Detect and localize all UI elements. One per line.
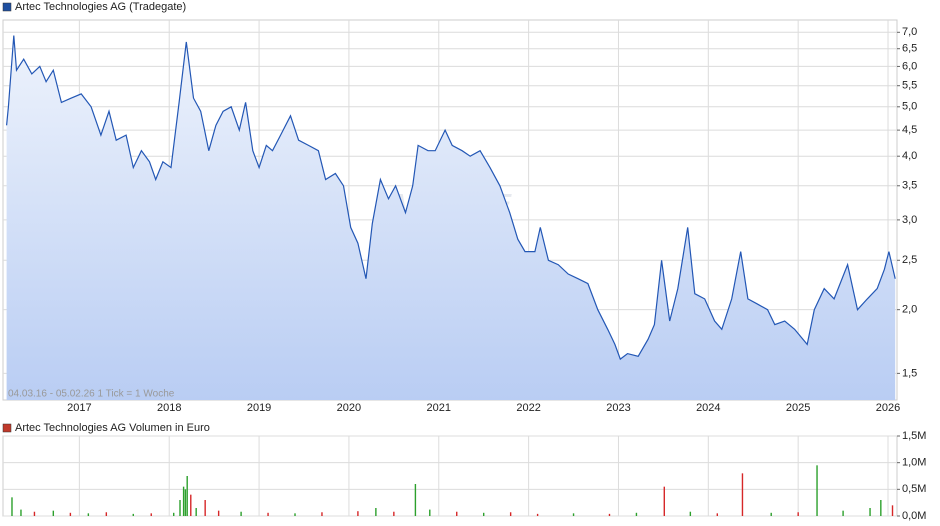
x-tick-label: 2023 bbox=[606, 402, 630, 414]
volume-bar bbox=[195, 508, 197, 516]
volume-bar bbox=[716, 513, 719, 516]
volume-bar bbox=[891, 505, 894, 516]
volume-bar bbox=[869, 508, 871, 516]
volume-bar bbox=[689, 511, 692, 516]
x-tick-label: 2020 bbox=[337, 402, 361, 414]
volume-bar bbox=[482, 512, 485, 516]
y-tick-label: 0,0M bbox=[902, 510, 926, 522]
y-tick-label: 7,0 bbox=[902, 26, 917, 38]
volume-bar bbox=[880, 500, 882, 516]
legend-label: Artec Technologies AG (Tradegate) bbox=[15, 1, 186, 13]
y-tick-label: 1,5M bbox=[902, 430, 926, 442]
volume-bar bbox=[393, 511, 395, 516]
y-tick-label: 4,5 bbox=[902, 124, 917, 136]
volume-bar bbox=[414, 484, 417, 516]
volume-bar bbox=[204, 500, 206, 516]
volume-bar bbox=[456, 511, 458, 516]
volume-bar bbox=[321, 512, 323, 516]
y-tick-label: 6,0 bbox=[902, 60, 917, 72]
volume-bar bbox=[240, 511, 242, 516]
volume-bar bbox=[357, 511, 359, 516]
volume-bar bbox=[186, 476, 188, 516]
volume-bar bbox=[132, 513, 134, 516]
x-tick-label: 2019 bbox=[247, 402, 271, 414]
y-tick-label: 5,0 bbox=[902, 101, 917, 113]
volume-bar bbox=[842, 510, 844, 516]
volume-bar bbox=[797, 512, 799, 516]
volume-bar bbox=[33, 511, 36, 516]
volume-bar bbox=[217, 510, 220, 516]
x-tick-label: 2026 bbox=[876, 402, 900, 414]
volume-bar bbox=[52, 510, 55, 516]
y-tick-label: 6,5 bbox=[902, 43, 917, 55]
annotation: 04.03.16 - 05.02.26 1 Tick = 1 Woche bbox=[8, 389, 175, 400]
price-line bbox=[6, 35, 896, 361]
legend-swatch bbox=[2, 423, 12, 433]
legend-swatch bbox=[2, 2, 12, 12]
volume-bar bbox=[184, 489, 187, 516]
y-tick-label: 3,0 bbox=[902, 214, 917, 226]
volume-bar bbox=[635, 512, 638, 516]
y-tick-label: 0,5M bbox=[902, 483, 926, 495]
volume-bar bbox=[190, 494, 192, 516]
volume-bar bbox=[770, 512, 772, 516]
volume-bar bbox=[536, 513, 539, 516]
y-tick-label: 5,5 bbox=[902, 80, 917, 92]
y-tick-label: 4,0 bbox=[902, 150, 917, 162]
volume-bar bbox=[429, 509, 431, 516]
x-tick-label: 2021 bbox=[427, 402, 451, 414]
volume-bar bbox=[608, 513, 611, 516]
volume-bar bbox=[741, 473, 744, 516]
y-tick-label: 3,5 bbox=[902, 180, 917, 192]
y-tick-label: 2,5 bbox=[902, 254, 917, 266]
volume-bar bbox=[179, 500, 181, 516]
y-tick-label: 2,0 bbox=[902, 304, 917, 316]
volume-bar bbox=[663, 486, 665, 516]
volume-bar bbox=[375, 508, 377, 516]
volume-bar bbox=[20, 509, 22, 516]
y-tick-label: 1,5 bbox=[902, 367, 917, 379]
volume-bar bbox=[294, 513, 296, 516]
volume-bar bbox=[816, 465, 818, 516]
x-tick-label: 2025 bbox=[786, 402, 810, 414]
volume-plot-area bbox=[2, 435, 898, 517]
volume-bar bbox=[572, 513, 575, 516]
volume-bar bbox=[69, 512, 72, 516]
volume-bar bbox=[87, 513, 90, 516]
legend-label: Artec Technologies AG Volumen in Euro bbox=[15, 422, 210, 434]
x-tick-label: 2017 bbox=[67, 402, 91, 414]
volume-bar bbox=[150, 513, 152, 516]
y-tick-label: 1,0M bbox=[902, 457, 926, 469]
volume-bar bbox=[173, 512, 175, 516]
volume-bar bbox=[11, 497, 13, 516]
x-tick-label: 2018 bbox=[157, 402, 181, 414]
volume-bar bbox=[267, 512, 269, 516]
volume-bar bbox=[105, 512, 108, 516]
volume-bar bbox=[182, 486, 185, 516]
x-tick-label: 2024 bbox=[696, 402, 720, 414]
volume-bar bbox=[509, 512, 512, 516]
x-tick-label: 2022 bbox=[516, 402, 540, 414]
